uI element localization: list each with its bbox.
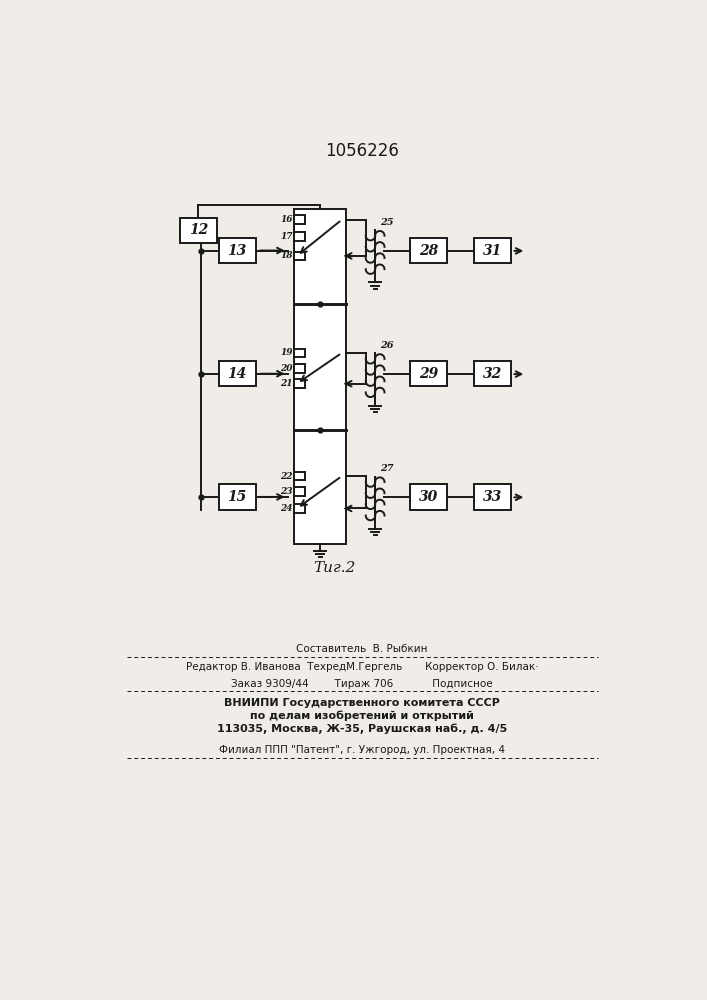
- Text: 24: 24: [281, 504, 293, 513]
- Bar: [293, 252, 305, 260]
- Text: 1056226: 1056226: [325, 142, 399, 160]
- Text: 30: 30: [419, 490, 438, 504]
- Bar: [218, 361, 256, 386]
- Bar: [474, 238, 510, 263]
- Bar: [410, 484, 448, 510]
- Text: 29: 29: [419, 367, 438, 381]
- Text: 18: 18: [281, 251, 293, 260]
- Text: по делам изобретений и открытий: по делам изобретений и открытий: [250, 711, 474, 721]
- Bar: [218, 484, 256, 510]
- Text: 15: 15: [228, 490, 247, 504]
- Text: 28: 28: [419, 244, 438, 258]
- Text: 33: 33: [482, 490, 502, 504]
- Bar: [410, 238, 448, 263]
- Text: Заказ 9309/44        Тираж 706            Подписное: Заказ 9309/44 Тираж 706 Подписное: [231, 679, 493, 689]
- Text: 12: 12: [189, 223, 208, 237]
- Bar: [474, 361, 510, 386]
- Text: 19: 19: [281, 348, 293, 357]
- Text: 16: 16: [281, 215, 293, 224]
- Bar: [474, 484, 510, 510]
- Text: 17: 17: [281, 232, 293, 241]
- Text: Τиг.2: Τиг.2: [314, 561, 356, 575]
- Text: 25: 25: [380, 218, 393, 227]
- Text: Редактор В. Иванова  ТехредМ.Гергель       Корректор О. Билак·: Редактор В. Иванова ТехредМ.Гергель Корр…: [186, 662, 538, 672]
- Bar: [293, 209, 346, 544]
- Text: ВНИИПИ Государственного комитета СССР: ВНИИПИ Государственного комитета СССР: [224, 698, 500, 708]
- Bar: [410, 361, 448, 386]
- Bar: [293, 364, 305, 373]
- Bar: [218, 238, 256, 263]
- Text: 22: 22: [281, 472, 293, 481]
- Bar: [293, 472, 305, 480]
- Bar: [293, 232, 305, 241]
- Bar: [293, 349, 305, 357]
- Bar: [293, 379, 305, 388]
- Text: 31: 31: [482, 244, 502, 258]
- Bar: [180, 218, 217, 243]
- Text: 26: 26: [380, 341, 393, 350]
- Text: 23: 23: [281, 487, 293, 496]
- Text: 113035, Москва, Ж-35, Раушская наб., д. 4/5: 113035, Москва, Ж-35, Раушская наб., д. …: [217, 723, 507, 734]
- Text: Филиал ППП "Патент", г. Ужгород, ул. Проектная, 4: Филиал ППП "Патент", г. Ужгород, ул. Про…: [219, 745, 505, 755]
- Text: 27: 27: [380, 464, 393, 473]
- Bar: [293, 215, 305, 224]
- Bar: [293, 487, 305, 496]
- Text: 32: 32: [482, 367, 502, 381]
- Text: 21: 21: [281, 379, 293, 388]
- Text: Составитель  В. Рыбкин: Составитель В. Рыбкин: [296, 644, 428, 654]
- Text: 20: 20: [281, 364, 293, 373]
- Bar: [293, 504, 305, 513]
- Text: 13: 13: [228, 244, 247, 258]
- Text: 14: 14: [228, 367, 247, 381]
